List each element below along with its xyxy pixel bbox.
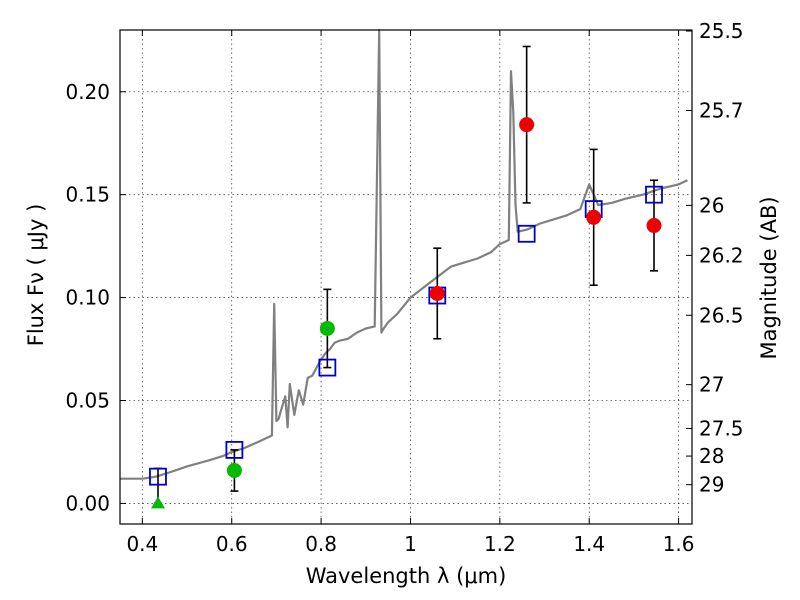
photometry-circle-point [429,285,445,301]
y-tick-label: 0.05 [65,389,110,413]
right-tick-label: 27 [699,373,724,397]
model-flux-square [517,224,536,243]
x-tick-label: 1.4 [573,532,605,556]
x-tick-label: 0.6 [216,532,248,556]
right-tick-label: 26 [699,193,724,217]
right-tick-label: 25.5 [699,19,744,43]
right-tick-label: 25.7 [699,98,744,122]
photometry-circle-point [319,320,335,336]
x-tick-label: 1.2 [484,532,516,556]
photometry-circle-point [226,462,242,478]
points-layer [149,117,663,509]
plot-frame [119,29,693,525]
x-tick-label: 0.4 [126,532,158,556]
photometry-circle-point [519,117,535,133]
y-axis-title: Flux Fν ( μJy ) [24,204,48,347]
right-tick-label: 26.5 [699,303,744,327]
right-axis-title: Magnitude (AB) [757,196,781,359]
y-tick-label: 0.00 [65,491,110,515]
model-flux-square [645,185,663,204]
right-tick-label: 28 [699,444,724,468]
axes: 0.4 0.6 0.8 1 1.2 1.4 1.6 0.00 0.05 0.10 0.15 0.20 2… [65,19,743,556]
photometry-triangle-point [150,496,165,509]
y-tick-label: 0.20 [65,80,110,104]
x-tick-label: 0.8 [305,532,337,556]
spectrum-layer [120,28,688,480]
model-spectrum-line [120,28,688,480]
y-tick-label: 0.15 [65,183,110,207]
x-tick-label: 1 [404,532,417,556]
grid [120,30,692,524]
right-tick-label: 27.5 [699,416,744,440]
model-flux-square [149,467,167,486]
photometry-circle-point [646,218,662,234]
x-tick-label: 1.6 [663,532,695,556]
right-tick-label: 26.2 [699,243,744,267]
photometry-circle-point [586,209,602,225]
model-flux-square [318,358,337,377]
y-tick-label: 0.10 [65,286,110,310]
x-axis-title: Wavelength λ (μm) [306,564,507,588]
right-tick-label: 29 [699,473,724,497]
model-flux-square [225,440,244,459]
errorbar-layer [153,45,659,505]
